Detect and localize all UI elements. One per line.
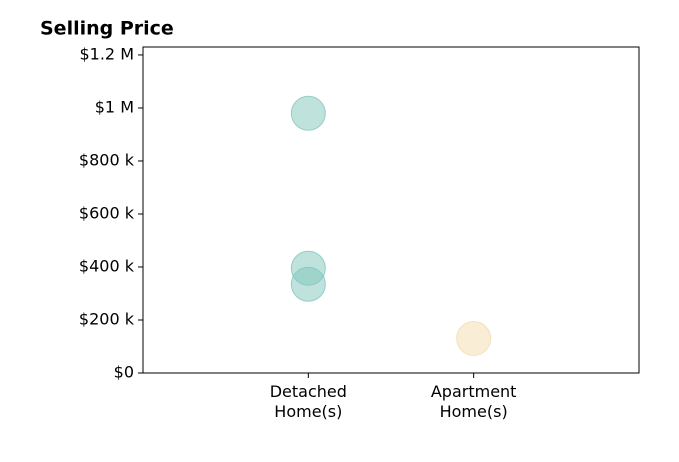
- point: [290, 95, 326, 131]
- point: [290, 266, 326, 302]
- y-tick-label: $800 k: [79, 150, 135, 169]
- y-tick-label: $0: [114, 363, 134, 382]
- x-tick-label: Apartment Home(s): [430, 382, 517, 421]
- chart-title: Selling Price: [40, 18, 174, 40]
- point: [456, 321, 492, 357]
- plot-frame: [142, 46, 640, 374]
- x-tick-label: Detached Home(s): [269, 382, 347, 421]
- y-tick-label: $1 M: [95, 97, 134, 116]
- y-tick-label: $1.2 M: [79, 44, 134, 63]
- y-tick-label: $600 k: [79, 203, 135, 222]
- y-tick-label: $400 k: [79, 256, 135, 275]
- y-tick-label: $200 k: [79, 309, 135, 328]
